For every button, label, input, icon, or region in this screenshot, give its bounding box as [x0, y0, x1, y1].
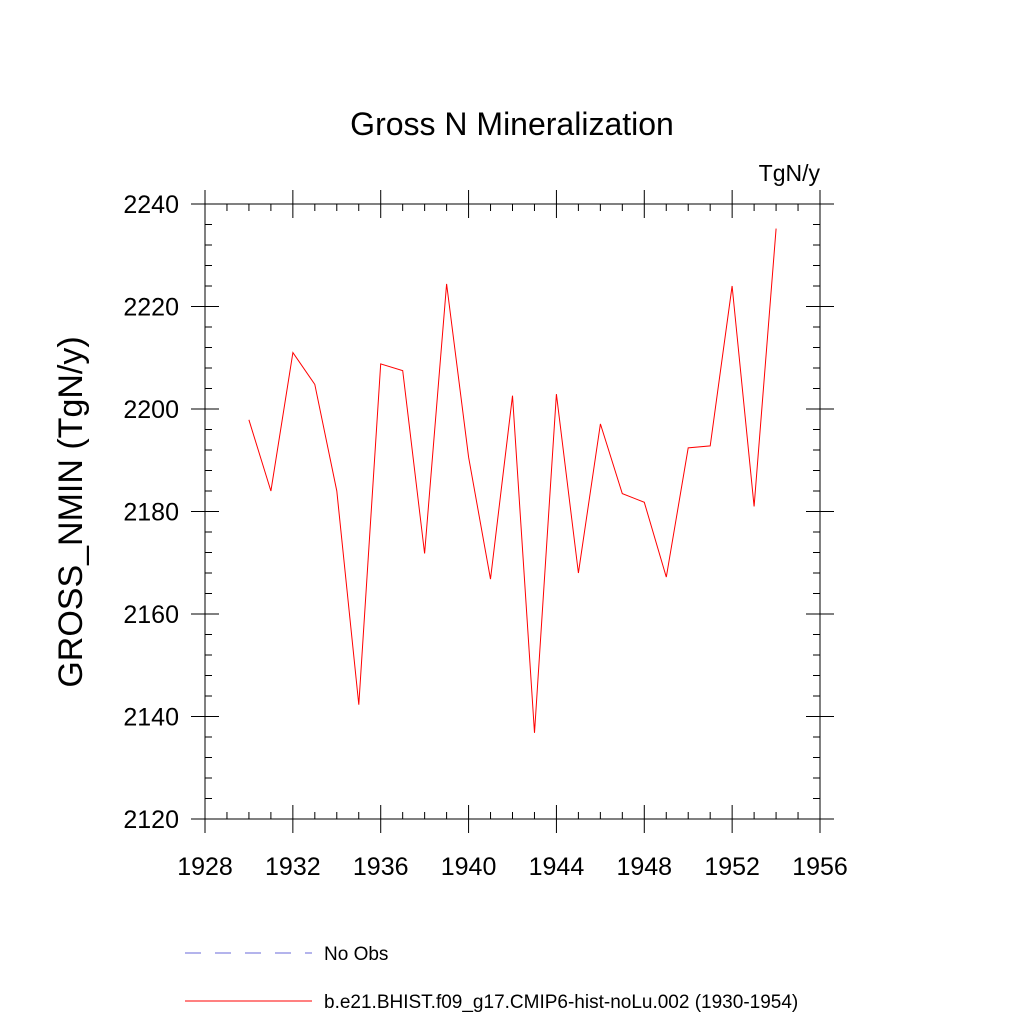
series-lines: [248, 228, 777, 733]
axis-ticks: 1928 1932 1936 1940 1944 1948 1952 1956 2120 2140…: [123, 190, 848, 881]
legend-label: b.e21.BHIST.f09_g17.CMIP6-hist-noLu.002 …: [324, 992, 798, 1013]
x-tick-label: 1940: [441, 853, 497, 881]
chart-title: Gross N Mineralization: [350, 106, 674, 142]
y-tick-label: 2120: [123, 806, 179, 834]
x-tick-label: 1944: [529, 853, 585, 881]
x-tick-label: 1932: [265, 853, 321, 881]
x-tick-label: 1928: [177, 853, 233, 881]
y-axis-label: GROSS_NMIN (TgN/y): [52, 336, 90, 687]
x-tick-label: 1952: [704, 853, 760, 881]
y-tick-label: 2160: [123, 601, 179, 629]
series-line: [248, 228, 777, 733]
legend: No Obs b.e21.BHIST.f09_g17.CMIP6-hist-noL…: [185, 944, 798, 1013]
y-tick-label: 2140: [123, 704, 179, 732]
legend-label: No Obs: [324, 944, 388, 965]
units-label: TgN/y: [759, 160, 821, 186]
x-tick-label: 1956: [792, 853, 848, 881]
y-tick-label: 2200: [123, 396, 179, 424]
x-tick-label: 1936: [353, 853, 409, 881]
x-tick-label: 1948: [616, 853, 672, 881]
plot-frame: [204, 203, 821, 820]
y-tick-label: 2180: [123, 499, 179, 527]
y-tick-label: 2240: [123, 191, 179, 219]
y-tick-label: 2220: [123, 294, 179, 322]
